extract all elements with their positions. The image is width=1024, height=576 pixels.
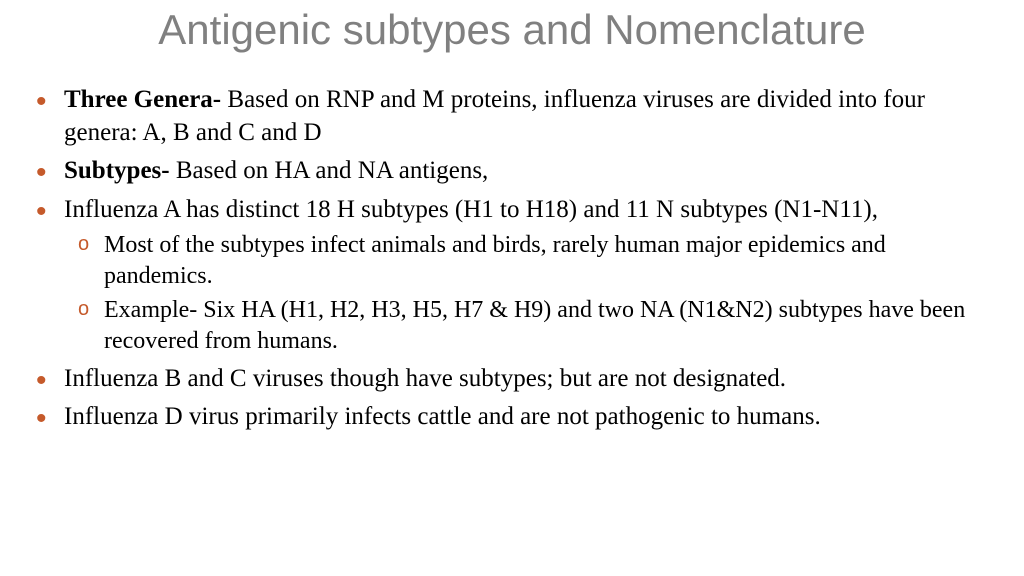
bold-lead: Subtypes- (64, 157, 176, 184)
slide-content: Three Genera- Based on RNP and M protein… (0, 68, 1024, 434)
bullet-item: Influenza D virus primarily infects catt… (64, 401, 992, 434)
bullet-list: Three Genera- Based on RNP and M protein… (32, 84, 992, 434)
sub-bullet-item: Most of the subtypes infect animals and … (104, 230, 992, 291)
sub-bullet-item: Example- Six HA (H1, H2, H3, H5, H7 & H9… (104, 295, 992, 356)
sub-bullet-list: Most of the subtypes infect animals and … (64, 230, 992, 357)
bullet-item: Influenza A has distinct 18 H subtypes (… (64, 194, 992, 357)
bullet-text: Influenza A has distinct 18 H subtypes (… (64, 196, 878, 223)
bullet-item: Three Genera- Based on RNP and M protein… (64, 84, 992, 149)
bullet-text: Based on HA and NA antigens, (176, 157, 488, 184)
slide-title: Antigenic subtypes and Nomenclature (0, 0, 1024, 68)
bullet-item: Subtypes- Based on HA and NA antigens, (64, 155, 992, 188)
bold-lead: Three Genera- (64, 86, 227, 113)
slide-container: Antigenic subtypes and Nomenclature Thre… (0, 0, 1024, 576)
bullet-item: Influenza B and C viruses though have su… (64, 363, 992, 396)
